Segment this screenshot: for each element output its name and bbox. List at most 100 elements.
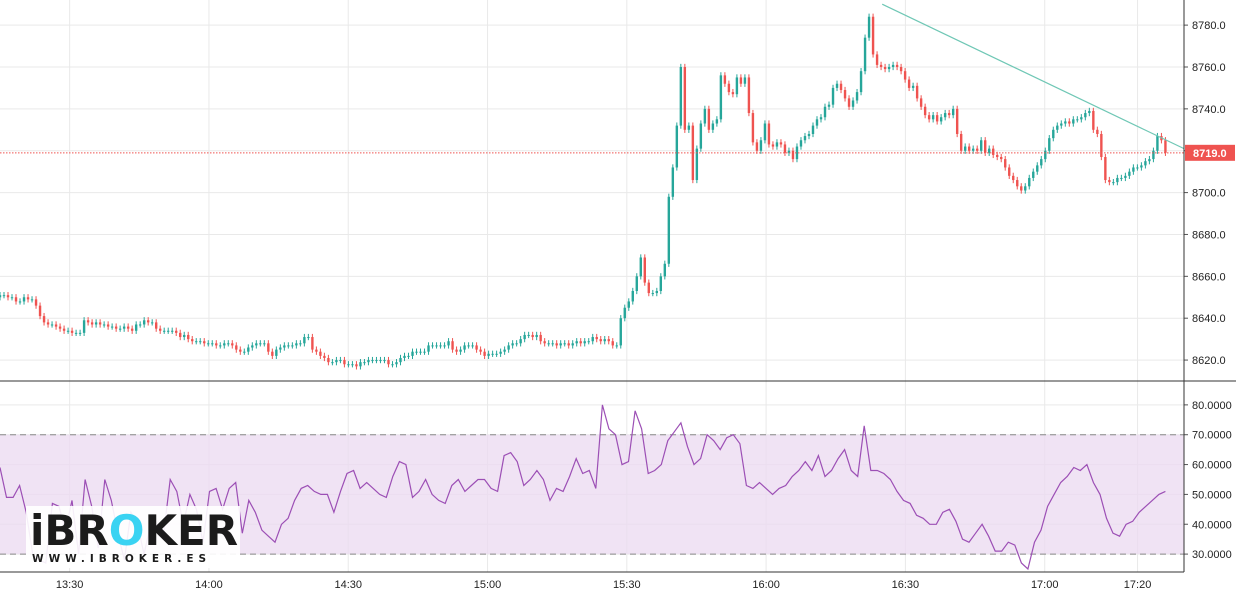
candle[interactable] [150,319,154,326]
candle[interactable] [42,312,46,326]
candle[interactable] [499,348,502,357]
candle[interactable] [627,298,630,311]
candle[interactable] [1108,176,1111,186]
candle[interactable] [1112,178,1115,186]
candle[interactable] [487,350,490,360]
candle[interactable] [1096,126,1099,138]
candle[interactable] [1152,147,1155,163]
candle[interactable] [831,84,835,108]
candle[interactable] [587,338,590,345]
candle[interactable] [26,294,30,303]
candle[interactable] [927,111,931,123]
candle[interactable] [539,331,542,345]
candle[interactable] [395,359,398,368]
candle[interactable] [267,340,270,355]
candle[interactable] [903,68,907,83]
candle[interactable] [207,340,210,347]
candle[interactable] [110,323,114,330]
candle[interactable] [923,103,927,119]
candle[interactable] [1028,174,1031,190]
candle[interactable] [635,273,638,295]
candle[interactable] [375,356,378,364]
candle[interactable] [355,361,358,370]
candle[interactable] [303,333,306,347]
candle[interactable] [723,72,727,87]
trendline[interactable] [881,3,1185,150]
candle[interactable] [86,317,90,326]
candle[interactable] [603,335,606,345]
candle[interactable] [1036,162,1039,175]
candle[interactable] [811,122,815,138]
candle[interactable] [223,340,226,349]
candle[interactable] [955,105,959,138]
candle[interactable] [1012,172,1015,184]
candle[interactable] [0,292,2,301]
candle[interactable] [1088,107,1091,117]
candle[interactable] [959,130,963,154]
candle[interactable] [403,352,406,362]
candle[interactable] [659,273,663,295]
candle[interactable] [94,319,98,328]
candle[interactable] [255,340,258,349]
candle[interactable] [383,356,386,364]
candle[interactable] [747,74,751,117]
candle[interactable] [515,340,518,347]
candle[interactable] [859,68,863,96]
candle[interactable] [931,111,935,123]
candle[interactable] [435,342,438,349]
candle[interactable] [1132,164,1135,175]
candle[interactable] [819,114,823,123]
candle[interactable] [130,325,134,334]
candle[interactable] [551,340,554,347]
candle[interactable] [134,321,138,334]
candle[interactable] [1080,114,1083,123]
candle[interactable] [227,340,230,347]
candle[interactable] [1056,122,1059,133]
candle[interactable] [483,348,486,360]
candle[interactable] [919,95,923,110]
candle[interactable] [871,13,875,58]
candle[interactable] [507,342,510,353]
candle[interactable] [106,321,110,330]
candle[interactable] [947,109,951,119]
candle[interactable] [799,137,803,150]
candle[interactable] [679,63,683,129]
candle[interactable] [839,80,843,94]
candle[interactable] [387,356,390,368]
candle[interactable] [331,359,334,366]
candle[interactable] [879,61,883,71]
candle[interactable] [1136,164,1139,171]
candle[interactable] [775,139,779,150]
candle[interactable] [1072,116,1075,127]
candle[interactable] [142,317,146,328]
candle[interactable] [575,338,578,347]
candle[interactable] [1052,126,1055,142]
candle[interactable] [531,331,534,341]
candle[interactable] [391,361,394,368]
candle[interactable] [559,340,562,349]
candle[interactable] [1004,155,1007,171]
candle[interactable] [535,331,538,341]
candle[interactable] [138,321,142,328]
candle[interactable] [675,122,679,171]
candle[interactable] [491,350,494,357]
candle[interactable] [751,109,755,146]
candle[interactable] [114,323,118,332]
candle[interactable] [307,333,310,341]
candle[interactable] [607,335,610,345]
rsi-panel[interactable] [0,404,1166,571]
candle[interactable] [211,340,214,347]
candle[interactable] [399,354,402,366]
candle[interactable] [1020,183,1023,194]
candle[interactable] [511,340,514,349]
candle[interactable] [295,340,298,349]
candle[interactable] [563,340,566,347]
candle[interactable] [615,342,618,349]
candle[interactable] [863,34,867,75]
candle[interactable] [935,111,939,125]
candle[interactable] [271,348,274,360]
candle[interactable] [727,80,731,96]
candle[interactable] [643,254,646,286]
candle[interactable] [1024,183,1027,194]
candle[interactable] [767,120,771,148]
